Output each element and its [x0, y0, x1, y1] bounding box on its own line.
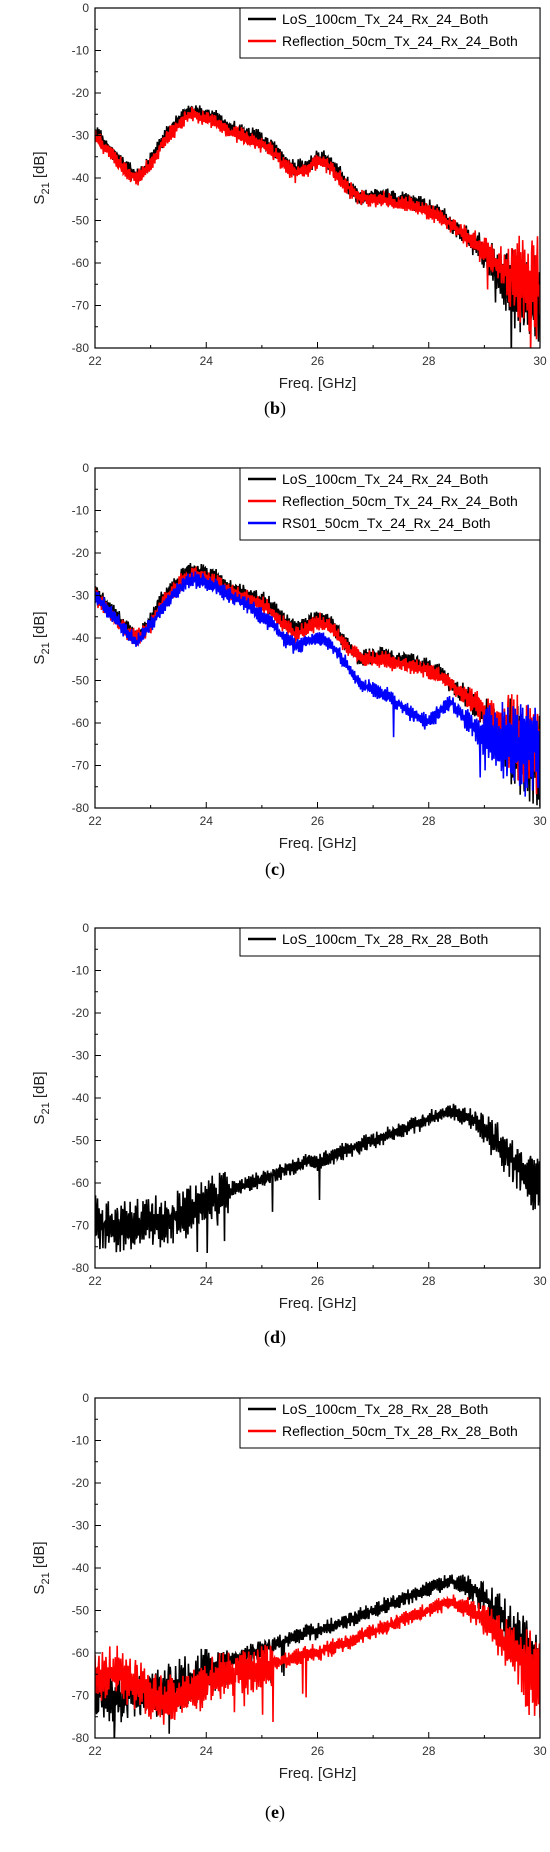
y-tick-label: -30 [72, 1519, 90, 1533]
y-tick-label: -30 [72, 589, 90, 603]
legend-label: Reflection_50cm_Tx_28_Rx_28_Both [282, 1423, 518, 1439]
legend-box [239, 467, 541, 541]
y-tick-label: -30 [72, 1049, 90, 1063]
x-axis-title: Freq. [GHz] [279, 1295, 357, 1312]
y-tick-label: -70 [72, 759, 90, 773]
y-tick-label: -20 [72, 546, 90, 560]
y-tick-label: -80 [72, 801, 90, 815]
series-line-2 [95, 565, 540, 795]
legend-label: RS01_50cm_Tx_24_Rx_24_Both [282, 515, 491, 531]
series-line-1 [95, 1574, 540, 1738]
y-tick-label: -70 [72, 299, 90, 313]
legend-label: LoS_100cm_Tx_24_Rx_24_Both [282, 11, 488, 27]
legend-label: Reflection_50cm_Tx_24_Rx_24_Both [282, 493, 518, 509]
x-tick-label: 28 [422, 1274, 436, 1288]
y-axis-title: S21 [dB] [31, 611, 52, 664]
legend-label: Reflection_50cm_Tx_24_Rx_24_Both [282, 33, 518, 49]
legend-box [239, 927, 541, 957]
y-tick-label: -80 [72, 1261, 90, 1275]
x-tick-label: 26 [311, 1274, 325, 1288]
legend-label: LoS_100cm_Tx_28_Rx_28_Both [282, 1401, 488, 1417]
y-tick-label: 0 [82, 1, 89, 15]
x-tick-label: 24 [200, 354, 214, 368]
x-tick-label: 28 [422, 814, 436, 828]
x-tick-label: 30 [533, 814, 547, 828]
x-tick-label: 22 [88, 1744, 102, 1758]
y-tick-label: -10 [72, 504, 90, 518]
y-tick-label: -60 [72, 1646, 90, 1660]
legend-box [239, 1397, 541, 1449]
x-tick-label: 24 [200, 1274, 214, 1288]
x-tick-label: 24 [200, 1744, 214, 1758]
series-line-2 [95, 1594, 540, 1725]
x-tick-label: 24 [200, 814, 214, 828]
y-tick-label: 0 [82, 1391, 89, 1405]
chart-panel-e: 0 -10 -20 -30 -40 -50 -60 -70 -80 22 24 26 28 30 Freq.… [0, 1390, 550, 1820]
x-axis-title: Freq. [GHz] [279, 835, 357, 852]
y-tick-label: -50 [72, 1134, 90, 1148]
y-tick-label: -20 [72, 1006, 90, 1020]
series-line-2 [95, 106, 540, 348]
x-axis-title: Freq. [GHz] [279, 375, 357, 392]
y-axis-title: S21 [dB] [31, 1541, 52, 1594]
series-line-1 [95, 1103, 540, 1254]
y-tick-label: -50 [72, 674, 90, 688]
y-tick-label: -50 [72, 214, 90, 228]
chart-panel-c: 0 -10 -20 -30 -40 -50 -60 -70 -80 22 24 26 28 30 Freq.… [0, 460, 550, 890]
chart-panel-b: 0 -10 -20 -30 -40 -50 -60 -70 -80 22 24 26 28 30 Freq.… [0, 0, 550, 430]
x-tick-label: 30 [533, 354, 547, 368]
legend-label: LoS_100cm_Tx_28_Rx_28_Both [282, 931, 488, 947]
y-axis-title: S21 [dB] [31, 151, 52, 204]
y-tick-label: -60 [72, 716, 90, 730]
y-axis-title: S21 [dB] [31, 1071, 52, 1124]
x-tick-label: 22 [88, 354, 102, 368]
y-tick-label: -20 [72, 1476, 90, 1490]
caption-b: (b) [263, 398, 286, 418]
caption-e: (e) [265, 1802, 285, 1822]
x-tick-label: 28 [422, 354, 436, 368]
plot-frame [94, 7, 541, 349]
x-tick-label: 26 [311, 354, 325, 368]
x-tick-label: 30 [533, 1744, 547, 1758]
y-tick-label: -10 [72, 964, 90, 978]
caption-d-label: d [269, 1327, 280, 1347]
y-tick-label: -10 [72, 1434, 90, 1448]
y-tick-label: -70 [72, 1219, 90, 1233]
y-tick-label: -80 [72, 1731, 90, 1745]
legend-label: LoS_100cm_Tx_24_Rx_24_Both [282, 471, 488, 487]
y-tick-label: -50 [72, 1604, 90, 1618]
y-tick-label: -30 [72, 129, 90, 143]
x-tick-label: 22 [88, 1274, 102, 1288]
y-tick-label: -10 [72, 44, 90, 58]
y-tick-label: 0 [82, 921, 89, 935]
x-tick-label: 26 [311, 1744, 325, 1758]
y-tick-label: -60 [72, 256, 90, 270]
x-tick-label: 28 [422, 1744, 436, 1758]
x-tick-label: 22 [88, 814, 102, 828]
y-tick-label: -20 [72, 86, 90, 100]
caption-c-label: c [271, 859, 279, 879]
series-line-3 [95, 571, 540, 797]
caption-c: (c) [265, 859, 285, 879]
y-tick-label: -40 [72, 1091, 90, 1105]
caption-b-label: b [269, 398, 280, 418]
x-axis-title: Freq. [GHz] [279, 1765, 357, 1782]
y-tick-label: -40 [72, 631, 90, 645]
x-tick-label: 26 [311, 814, 325, 828]
y-tick-label: -40 [72, 1561, 90, 1575]
y-tick-label: -70 [72, 1689, 90, 1703]
legend-box [239, 7, 541, 59]
y-tick-label: 0 [82, 461, 89, 475]
caption-d: (d) [263, 1327, 286, 1347]
chart-panel-d: 0 -10 -20 -30 -40 -50 -60 -70 -80 22 24 26 28 30 Freq.… [0, 920, 550, 1350]
caption-e-label: e [271, 1802, 279, 1822]
y-tick-label: -40 [72, 171, 90, 185]
x-tick-label: 30 [533, 1274, 547, 1288]
y-tick-label: -80 [72, 341, 90, 355]
y-tick-label: -60 [72, 1176, 90, 1190]
